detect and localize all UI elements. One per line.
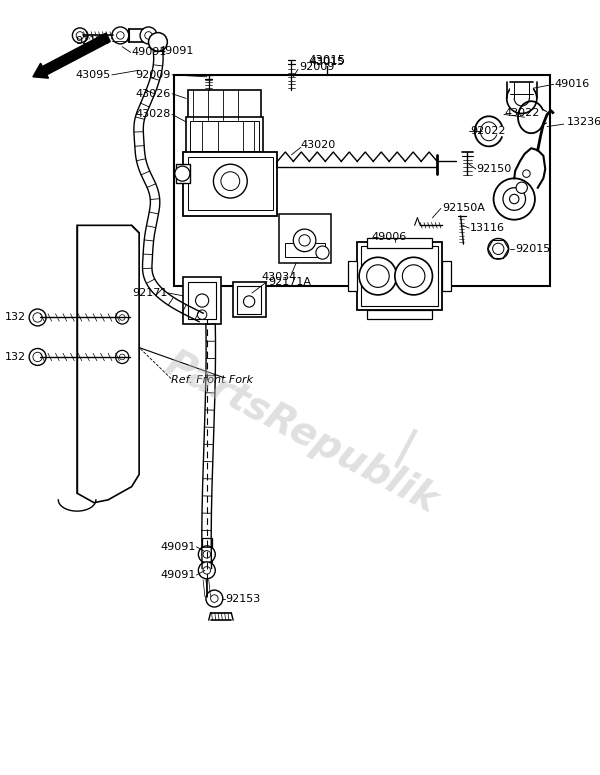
Circle shape [316, 246, 329, 259]
Circle shape [196, 294, 209, 307]
Text: PartsRepublik: PartsRepublik [158, 344, 444, 520]
Circle shape [175, 166, 190, 181]
Circle shape [203, 567, 211, 574]
Circle shape [359, 257, 397, 295]
Circle shape [116, 32, 124, 40]
Text: 49006: 49006 [371, 232, 407, 242]
Bar [511, 81, 533, 98]
Text: Ref. Front Fork: Ref. Front Fork [171, 375, 253, 385]
Circle shape [119, 354, 125, 360]
Text: 92153: 92153 [76, 36, 111, 46]
Circle shape [76, 32, 83, 40]
Circle shape [509, 195, 519, 204]
Circle shape [367, 265, 389, 288]
Bar [174, 75, 550, 287]
Circle shape [395, 257, 433, 295]
Circle shape [116, 311, 129, 324]
Bar [188, 157, 272, 210]
Circle shape [507, 84, 537, 113]
Text: 13116: 13116 [470, 223, 505, 233]
Circle shape [199, 562, 215, 579]
Text: 92171: 92171 [132, 288, 167, 298]
Text: 43028: 43028 [136, 109, 171, 119]
Text: 49091: 49091 [158, 46, 193, 57]
Circle shape [503, 188, 526, 210]
Bar [184, 277, 221, 324]
Text: 92022: 92022 [470, 126, 506, 136]
Bar [186, 117, 263, 155]
Text: 49091: 49091 [131, 47, 167, 57]
Circle shape [33, 353, 43, 362]
Circle shape [112, 27, 129, 44]
Text: 43020: 43020 [301, 140, 336, 150]
Bar [348, 261, 357, 291]
Circle shape [149, 33, 167, 51]
Text: 132: 132 [5, 352, 26, 362]
Text: 92171A: 92171A [268, 277, 311, 287]
Bar [202, 539, 212, 549]
Circle shape [488, 239, 509, 259]
Bar [442, 261, 451, 291]
Bar [367, 239, 433, 248]
Bar [279, 214, 331, 263]
Text: 13236: 13236 [567, 117, 600, 127]
Circle shape [299, 235, 310, 246]
Circle shape [293, 229, 316, 252]
Text: 43026: 43026 [136, 88, 171, 98]
Bar [357, 243, 442, 310]
Circle shape [221, 172, 240, 191]
Text: 49016: 49016 [554, 79, 590, 89]
Circle shape [211, 594, 218, 602]
Text: 92150: 92150 [476, 164, 512, 174]
Bar [188, 282, 216, 319]
Text: 43095: 43095 [76, 70, 111, 80]
Circle shape [516, 182, 527, 194]
Bar [202, 563, 212, 574]
Bar [237, 287, 262, 314]
Circle shape [73, 28, 88, 43]
Bar [367, 310, 433, 319]
Circle shape [33, 313, 43, 322]
Text: |: | [388, 429, 421, 474]
Bar [184, 152, 277, 216]
Text: 92009: 92009 [136, 70, 171, 80]
Bar [233, 282, 266, 318]
Text: 43015: 43015 [308, 54, 346, 67]
Bar [188, 90, 262, 120]
Circle shape [206, 590, 223, 607]
FancyArrow shape [33, 33, 110, 78]
Text: 92009: 92009 [299, 63, 334, 72]
Circle shape [493, 243, 504, 254]
Circle shape [494, 178, 535, 219]
Circle shape [140, 27, 157, 44]
Circle shape [119, 315, 125, 320]
Circle shape [523, 170, 530, 177]
Text: 92015: 92015 [515, 244, 550, 254]
Circle shape [199, 546, 215, 563]
Circle shape [244, 296, 255, 307]
Polygon shape [77, 226, 139, 503]
Circle shape [203, 550, 211, 558]
Circle shape [514, 91, 529, 106]
Text: 132: 132 [5, 312, 26, 322]
Text: 49091: 49091 [160, 570, 196, 580]
Circle shape [116, 350, 129, 363]
Circle shape [145, 32, 152, 40]
Text: 43015: 43015 [310, 57, 345, 67]
Circle shape [214, 164, 247, 198]
Text: 43022: 43022 [505, 108, 540, 118]
Text: 92150A: 92150A [442, 203, 485, 213]
Bar [361, 246, 438, 306]
Circle shape [29, 309, 46, 326]
Circle shape [197, 310, 207, 319]
Circle shape [29, 349, 46, 365]
Circle shape [403, 265, 425, 288]
Bar [190, 121, 259, 151]
Text: 92153: 92153 [226, 594, 261, 605]
Text: 43034: 43034 [262, 272, 297, 282]
Bar [176, 164, 190, 183]
Bar [285, 243, 325, 257]
Text: 49091: 49091 [160, 542, 196, 552]
Bar [202, 553, 212, 562]
